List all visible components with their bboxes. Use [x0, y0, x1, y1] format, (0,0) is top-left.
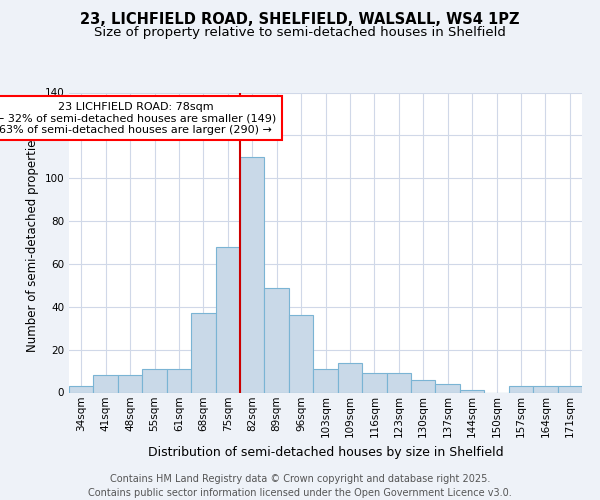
Bar — [142, 369, 167, 392]
Bar — [338, 362, 362, 392]
Bar — [69, 386, 94, 392]
X-axis label: Distribution of semi-detached houses by size in Shelfield: Distribution of semi-detached houses by … — [148, 446, 503, 458]
Bar — [265, 288, 289, 393]
Bar — [240, 157, 265, 392]
Text: Size of property relative to semi-detached houses in Shelfield: Size of property relative to semi-detach… — [94, 26, 506, 39]
Bar — [289, 316, 313, 392]
Bar — [533, 386, 557, 392]
Text: Contains HM Land Registry data © Crown copyright and database right 2025.
Contai: Contains HM Land Registry data © Crown c… — [88, 474, 512, 498]
Text: 23 LICHFIELD ROAD: 78sqm
← 32% of semi-detached houses are smaller (149)
63% of : 23 LICHFIELD ROAD: 78sqm ← 32% of semi-d… — [0, 102, 277, 134]
Bar — [362, 373, 386, 392]
Bar — [313, 369, 338, 392]
Text: 23, LICHFIELD ROAD, SHELFIELD, WALSALL, WS4 1PZ: 23, LICHFIELD ROAD, SHELFIELD, WALSALL, … — [80, 12, 520, 28]
Bar — [118, 376, 142, 392]
Bar — [557, 386, 582, 392]
Y-axis label: Number of semi-detached properties: Number of semi-detached properties — [26, 133, 39, 352]
Bar — [411, 380, 436, 392]
Bar — [94, 376, 118, 392]
Bar — [509, 386, 533, 392]
Bar — [460, 390, 484, 392]
Bar — [386, 373, 411, 392]
Bar — [167, 369, 191, 392]
Bar — [436, 384, 460, 392]
Bar — [191, 313, 215, 392]
Bar — [215, 247, 240, 392]
